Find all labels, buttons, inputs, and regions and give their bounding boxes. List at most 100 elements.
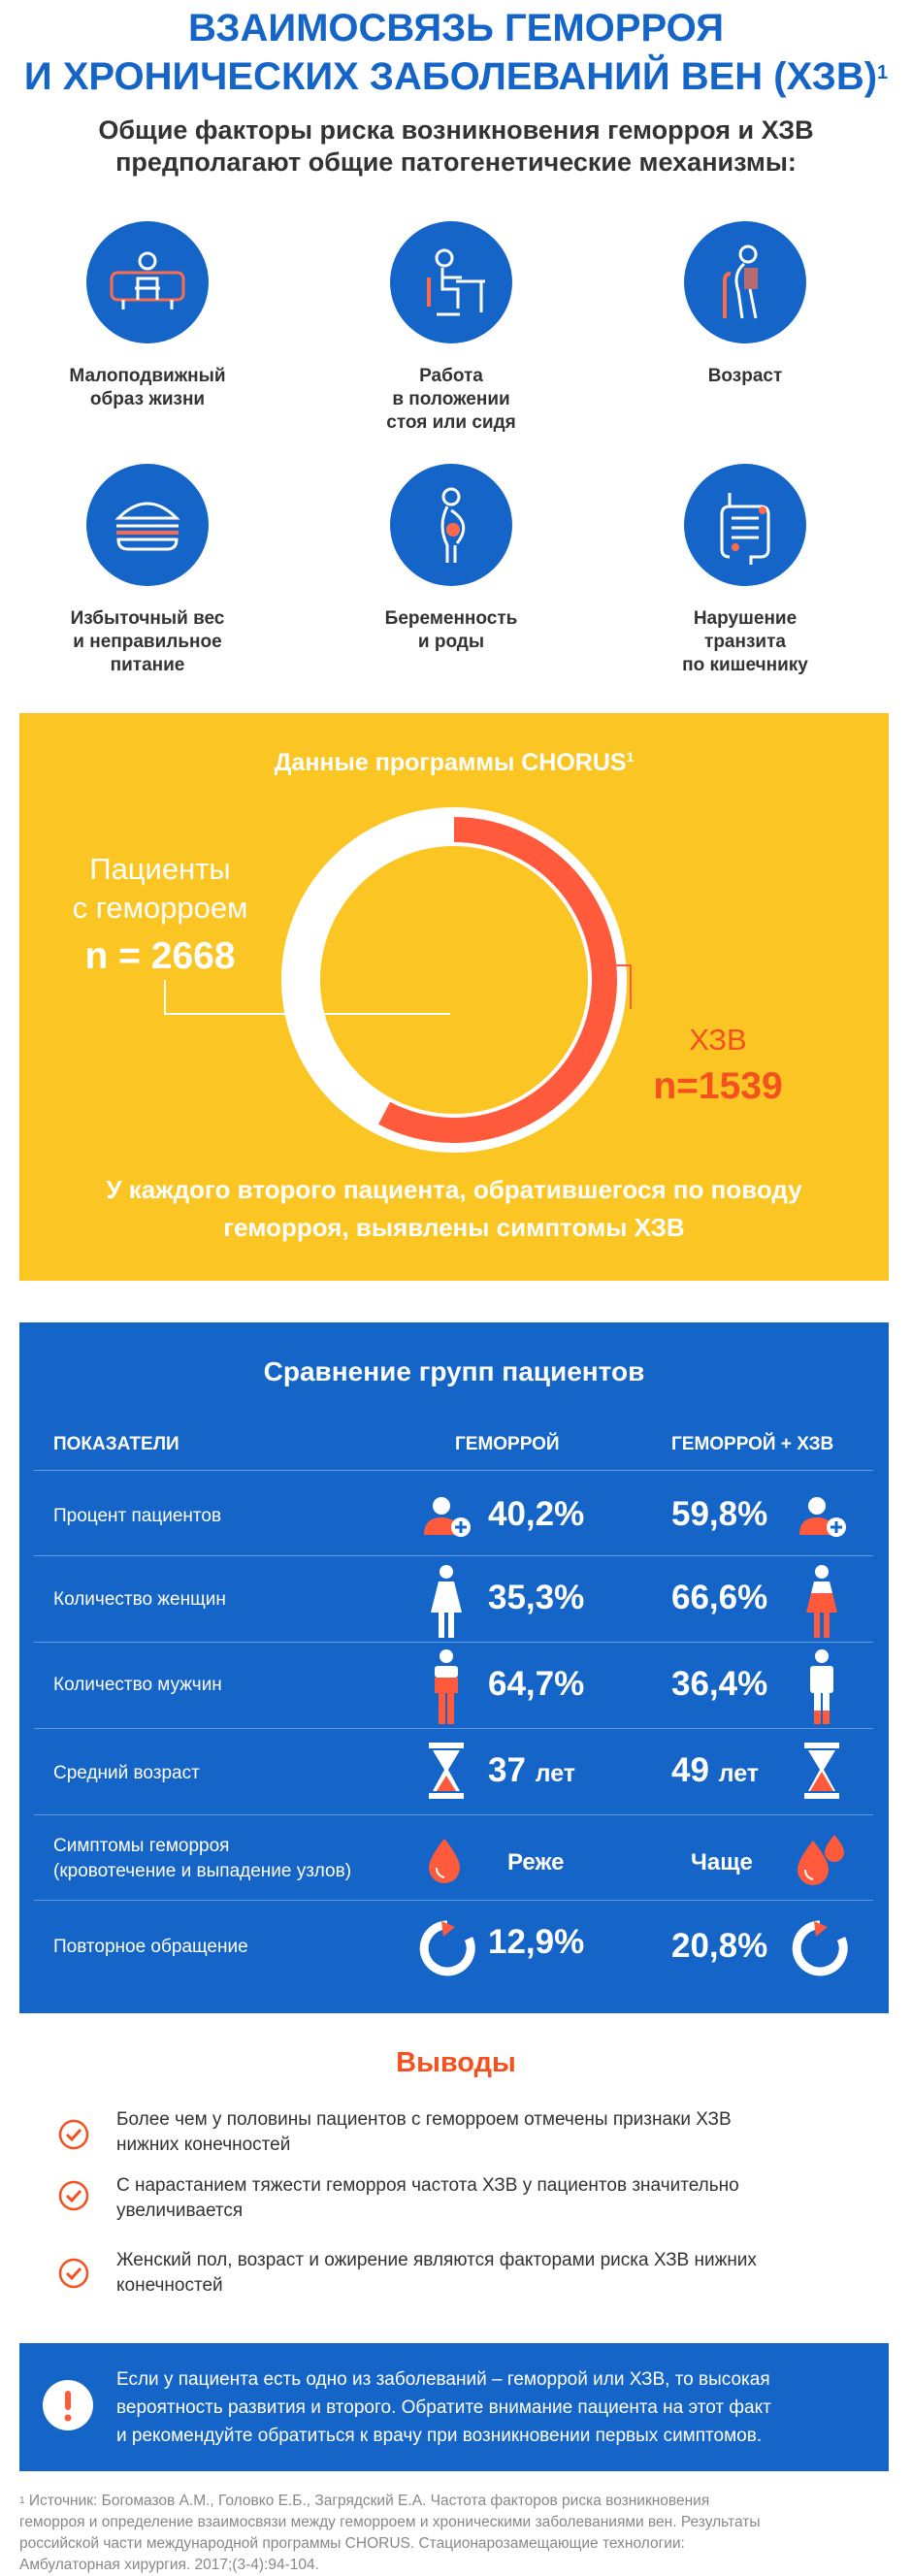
intestine-icon [684, 464, 806, 586]
subtitle-line1: Общие факторы риска возникновения геморр… [98, 115, 814, 145]
woman-icon [802, 1564, 841, 1640]
xzv-label: ХЗВ [689, 1023, 747, 1057]
repeat-icon [791, 1919, 849, 1977]
conclusion-line2: увеличивается [116, 2201, 244, 2221]
leader-line-patients [164, 980, 450, 1015]
footnote-ref: 1 [626, 749, 635, 765]
row-label-line1: Симптомы геморроя [53, 1836, 230, 1856]
hourglass-icon [427, 1741, 466, 1801]
factor-label: и неправильное [73, 632, 222, 652]
row-label-line2: (кровотечение и выпадение узлов) [53, 1861, 352, 1881]
source-line2: геморроя и определение взаимосвязи между… [19, 2514, 761, 2530]
conclusion-line1: С нарастанием тяжести геморроя частота Х… [116, 2175, 739, 2196]
subtitle: Общие факторы риска возникновения геморр… [0, 114, 912, 179]
both-age: 49 [671, 1751, 709, 1789]
blood-drop-icon [794, 1833, 848, 1885]
unit: лет [535, 1760, 576, 1787]
source-footnote: 1 Источник: Богомазов А.М., Головко Е.Б.… [19, 2491, 883, 2576]
warning-line1: Если у пациента есть одно из заболеваний… [116, 2369, 770, 2390]
chorus-note-line1: У каждого второго пациента, обратившегос… [106, 1175, 802, 1204]
conclusion-line1: Женский пол, возраст и ожирение являются… [116, 2250, 757, 2270]
row-label: Процент пациентов [53, 1506, 222, 1526]
sedentary-icon [86, 221, 209, 343]
factor-label: питание [110, 655, 185, 675]
hem-value: 40,2% [488, 1495, 585, 1533]
check-icon [58, 2258, 89, 2289]
patient-icon [420, 1494, 472, 1539]
warning-panel [19, 2343, 889, 2471]
subtitle-line2: предполагают общие патогенетические меха… [115, 147, 797, 177]
factor-label: стоя или сидя [386, 412, 516, 433]
factor-label: образ жизни [89, 389, 206, 409]
footnote-ref: 1 [877, 62, 889, 83]
burger-icon [86, 464, 209, 586]
factor-label: транзита [704, 632, 786, 652]
chorus-title-text: Данные программы CHORUS [274, 749, 627, 776]
xzv-count: n=1539 [653, 1065, 783, 1107]
factor-label: Нарушение [693, 608, 798, 629]
hourglass-icon [802, 1741, 841, 1801]
divider [34, 1555, 873, 1556]
pregnancy-icon [390, 464, 512, 586]
patients-label: Пациенты с геморроем [58, 850, 262, 928]
warning-text: Если у пациента есть одно из заболеваний… [116, 2365, 863, 2450]
woman-icon [427, 1564, 466, 1640]
conclusion-text: Более чем у половины пациентов с геморро… [116, 2107, 834, 2158]
factor-label: Возраст [707, 366, 783, 386]
patients-label-line1: Пациенты [89, 852, 231, 886]
col-header-hemorrhoids: ГЕМОРРОЙ [455, 1434, 560, 1454]
patients-label-line2: с геморроем [72, 891, 248, 925]
elderly-icon [684, 221, 806, 343]
factor-label: в положении [392, 389, 510, 409]
page-title-line1: ВЗАИМОСВЯЗЬ ГЕМОРРОЯ [188, 7, 724, 49]
both-value: 59,8% [671, 1495, 768, 1533]
divider [34, 1900, 873, 1901]
blood-drop-icon [427, 1837, 462, 1883]
check-icon [58, 2119, 89, 2150]
comparison-title: Сравнение групп пациентов [263, 1356, 645, 1386]
conclusion-line1: Более чем у половины пациентов с геморро… [116, 2109, 732, 2130]
conclusion-text: Женский пол, возраст и ожирение являются… [116, 2248, 834, 2299]
row-label: Повторное обращение [53, 1937, 248, 1957]
conclusion-line2: конечностей [116, 2275, 223, 2296]
exclamation-icon [43, 2380, 93, 2430]
desk-work-icon [390, 221, 512, 343]
conclusions-title: Выводы [396, 2047, 516, 2078]
chorus-title: Данные программы CHORUS1 [19, 749, 889, 777]
donut-segment-xzv [378, 817, 618, 1143]
hem-value: 37 лет [488, 1751, 575, 1790]
page-title-text: И ХРОНИЧЕСКИХ ЗАБОЛЕВАНИЙ ВЕН (ХЗВ) [23, 55, 878, 98]
row-label: Средний возраст [53, 1763, 200, 1783]
col-header-hemorrhoids-xzv: ГЕМОРРОЙ + ХЗВ [671, 1434, 834, 1454]
factor-desk-work: Работа в положении стоя или сидя [335, 221, 568, 435]
both-value: 66,6% [671, 1579, 768, 1616]
factor-label: Избыточный вес [70, 608, 225, 629]
chorus-note: У каждого второго пациента, обратившегос… [19, 1171, 889, 1247]
factor-label: Работа [419, 366, 483, 386]
man-icon [427, 1648, 466, 1726]
hem-value: 35,3% [488, 1579, 585, 1616]
both-value: 36,4% [671, 1665, 768, 1703]
row-label: Количество мужчин [53, 1675, 222, 1695]
check-icon [58, 2180, 89, 2211]
col-header-indicators: ПОКАЗАТЕЛИ [53, 1434, 179, 1454]
hem-age: 37 [488, 1751, 526, 1789]
factor-intestine: Нарушение транзита по кишечнику [629, 464, 862, 677]
row-label: Количество женщин [53, 1589, 226, 1610]
source-line1: Источник: Богомазов А.М., Головко Е.Б., … [24, 2493, 710, 2509]
repeat-icon [418, 1919, 476, 1977]
patient-icon [796, 1494, 848, 1539]
donut-chart [164, 807, 632, 1153]
factor-label: Беременность [384, 608, 518, 629]
source-line4: Амбулаторная хирургия. 2017;(3-4):94-104… [19, 2557, 319, 2573]
warning-line2: вероятность развития и второго. Обратите… [116, 2397, 771, 2418]
source-line3: российской части международной программы… [19, 2535, 685, 2552]
both-value: 49 лет [671, 1751, 759, 1790]
hem-value: 12,9% [488, 1923, 585, 1961]
hem-value: Реже [507, 1849, 565, 1875]
page-title-line2: И ХРОНИЧЕСКИХ ЗАБОЛЕВАНИЙ ВЕН (ХЗВ)1 [0, 52, 912, 101]
divider [34, 1642, 873, 1643]
warning-line3: и рекомендуйте обратиться к врачу при во… [116, 2426, 763, 2446]
factor-label: Малоподвижный [69, 366, 226, 386]
factor-label: и роды [417, 632, 485, 652]
